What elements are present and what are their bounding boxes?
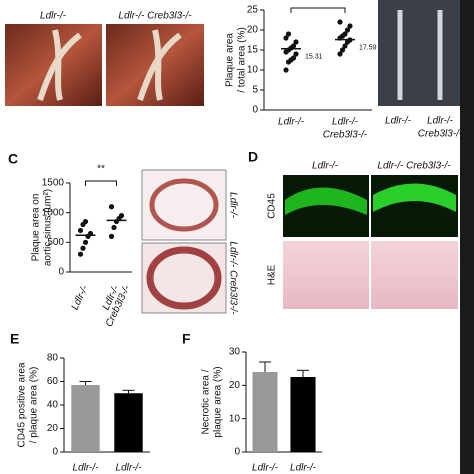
bar (290, 377, 316, 452)
y-tick-label: 15 (247, 45, 259, 56)
x-tick-label: Ldlr-/- (116, 463, 143, 474)
y-axis-label: Plaque area on (31, 194, 42, 262)
y-tick-label: 80 (47, 353, 59, 364)
point (342, 43, 348, 49)
y-tick-label: 10 (247, 65, 259, 76)
point (108, 204, 115, 210)
point (111, 224, 117, 231)
photo (141, 242, 227, 314)
y-axis-label: Plaque area (225, 33, 236, 87)
point (293, 51, 299, 57)
x-tick-label: Ldlr-/- (290, 463, 317, 474)
photo-label: Ldlr-/- Creb3l3-/- (227, 241, 238, 315)
y-tick-label: 0 (252, 105, 258, 116)
point (347, 23, 353, 29)
y-tick-label: 1500 (42, 178, 65, 189)
scan-edge (460, 0, 474, 474)
y-tick-label: 10 (229, 413, 241, 424)
photo (283, 241, 369, 309)
significance-bracket (290, 7, 346, 13)
y-tick-label: 60 (47, 376, 59, 387)
y-tick-label: 30 (229, 347, 241, 358)
column-label: Ldlr-/- (312, 161, 339, 172)
y-tick-label: 0 (58, 267, 64, 278)
x-tick-label: Ldlr-/- (73, 463, 100, 474)
point (82, 218, 89, 225)
y-tick-label: 20 (247, 25, 259, 36)
point (290, 43, 297, 49)
photo-label: Ldlr-/- (227, 192, 238, 219)
aorta (397, 10, 443, 100)
point (283, 67, 289, 73)
y-tick-label: 20 (229, 380, 241, 391)
point (337, 19, 343, 25)
y-tick-label: 40 (47, 400, 59, 411)
significance-bracket (85, 180, 117, 186)
point (108, 233, 115, 239)
annotation: ** (97, 164, 105, 175)
x-tick-label: Creb3l3-/- (323, 130, 368, 141)
x-tick-label: Ldlr-/- (70, 283, 91, 312)
aorta-label: Ldlr-/- (385, 116, 412, 127)
vessel (137, 29, 182, 101)
y-tick-label: 1000 (42, 207, 65, 218)
point (77, 251, 84, 257)
mean-label: 17.59 (359, 44, 377, 51)
y-axis-label: / plaque area (%) (29, 367, 40, 444)
y-axis-label: aortic sinus (um²) (43, 189, 54, 266)
bar (71, 385, 100, 452)
point (293, 39, 299, 45)
stain (285, 187, 367, 215)
y-axis-label: CD45 positive area (17, 362, 28, 447)
mean-label: 15.31 (305, 54, 323, 61)
point (337, 51, 343, 57)
point (77, 227, 84, 234)
point (118, 213, 125, 219)
photo (378, 0, 460, 106)
y-axis-label: plaque area (%) (213, 366, 224, 437)
photo-label: Ldlr-/- (40, 11, 67, 22)
aorta-label: Ldlr-/- (427, 116, 454, 127)
aorta-label: Creb3l3-/- (418, 129, 463, 140)
point (344, 27, 351, 33)
y-tick-label: 25 (247, 5, 259, 16)
y-axis-label: Necrotic area / (201, 369, 212, 434)
vessel (37, 29, 82, 101)
tissue (149, 178, 219, 232)
y-tick-label: 5 (252, 85, 258, 96)
point (285, 31, 292, 37)
point (342, 31, 348, 37)
row-label: CD45 (267, 193, 278, 219)
point (283, 35, 289, 41)
photo-label: Ldlr-/- Creb3l3-/- (118, 11, 192, 22)
tissue (146, 246, 222, 310)
y-tick-label: 0 (234, 447, 240, 458)
row-label: H&E (267, 264, 278, 285)
panel-label: E (10, 331, 19, 347)
x-tick-label: Ldlr-/- (278, 117, 305, 128)
bar (252, 372, 278, 452)
stain (373, 183, 456, 212)
column-label: Ldlr-/- Creb3l3-/- (377, 161, 451, 172)
y-tick-label: 500 (47, 237, 64, 248)
x-tick-label: Ldlr-/- (252, 463, 279, 474)
y-tick-label: 0 (52, 447, 58, 458)
panel-label: F (182, 331, 191, 347)
x-tick-label: Ldlr-/- (332, 117, 359, 128)
panel-label: C (8, 151, 18, 167)
point (82, 239, 89, 245)
y-axis-label: / total area (%) (237, 27, 248, 93)
bar (114, 393, 143, 452)
y-tick-label: 20 (47, 423, 59, 434)
photo (371, 241, 458, 309)
point (339, 47, 346, 53)
point (80, 245, 86, 251)
point (290, 55, 297, 61)
panel-label: D (248, 149, 258, 165)
